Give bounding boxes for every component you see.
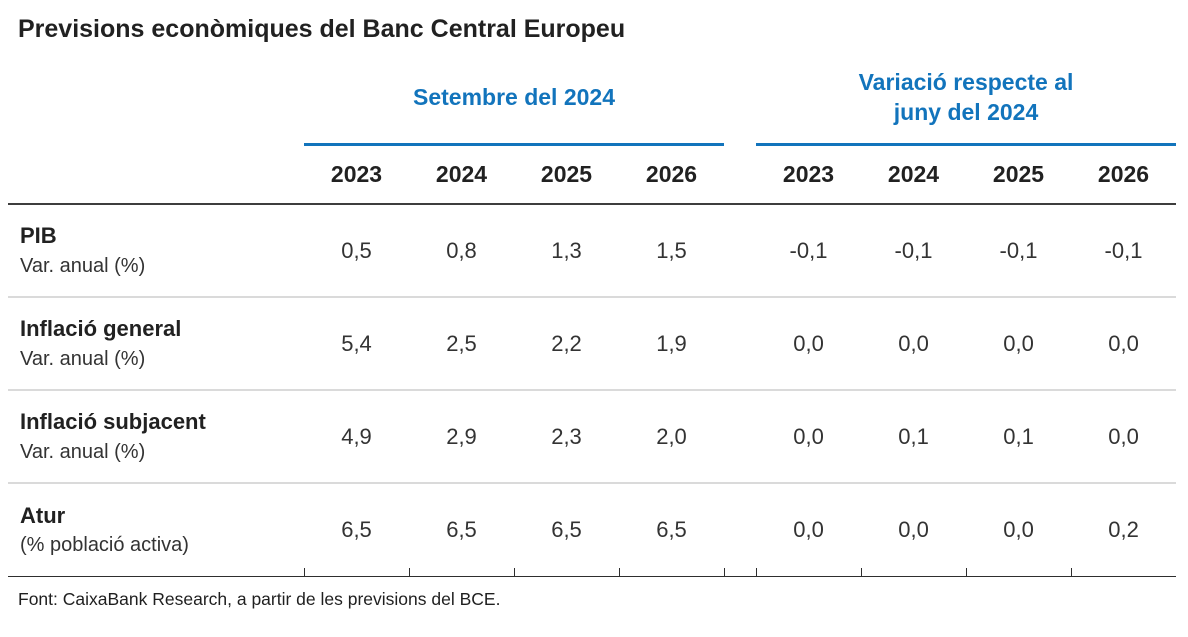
value-cell: 0,2 [1071,483,1177,577]
value-cell: 6,5 [304,483,409,577]
group-spacer [724,144,757,205]
value-cell: 6,5 [619,483,725,577]
value-cell: 0,5 [304,204,409,298]
year-header: 2025 [514,144,619,205]
row-label: PIB [20,223,57,249]
value-cell: -0,1 [966,204,1072,298]
group-header-setembre-2024: Setembre del 2024 [304,60,725,146]
year-header: 2026 [619,144,725,205]
value-cell: 6,5 [514,483,619,577]
source-note: Font: CaixaBank Research, a partir de le… [18,588,501,609]
table-row-inflacio-general: Inflació general Var. anual (%) 5,4 2,5 … [8,297,1177,391]
row-label-cell: Inflació subjacent Var. anual (%) [8,390,304,484]
group-header-variacio-line1: Variació respecte al [858,69,1074,96]
value-cell: -0,1 [861,204,967,298]
value-cell: 2,5 [409,297,514,391]
table-row-inflacio-subjacent: Inflació subjacent Var. anual (%) 4,9 2,… [8,390,1177,484]
row-sublabel: (% població activa) [20,534,189,556]
value-cell: 0,0 [1071,297,1177,391]
year-header: 2026 [1071,144,1177,205]
value-cell: 0,0 [966,483,1072,577]
value-cell: 0,0 [861,297,967,391]
row-label: Inflació subjacent [20,409,206,435]
value-cell: 0,0 [966,297,1072,391]
year-header: 2025 [966,144,1072,205]
group-spacer [724,390,757,484]
year-header-row: 2023 2024 2025 2026 2023 2024 2025 2026 [8,144,1177,205]
row-sublabel: Var. anual (%) [20,440,146,463]
value-cell: 1,9 [619,297,725,391]
value-cell: 6,5 [409,483,514,577]
row-label-cell: PIB Var. anual (%) [8,204,304,298]
row-sublabel: Var. anual (%) [20,254,146,277]
year-header: 2023 [756,144,862,205]
forecast-table: Setembre del 2024 Variació respecte al j… [8,60,1177,577]
value-cell: 0,8 [409,204,514,298]
group-header-variacio-line2: juny del 2024 [893,99,1039,126]
value-cell: 2,2 [514,297,619,391]
corner-cell [8,144,304,205]
value-cell: 2,0 [619,390,725,484]
year-header: 2024 [861,144,967,205]
group-spacer [724,297,757,391]
year-header: 2024 [409,144,514,205]
year-header: 2023 [304,144,409,205]
row-label: Atur [20,502,66,528]
value-cell: 0,1 [966,390,1072,484]
column-group-header-row: Setembre del 2024 Variació respecte al j… [8,60,1177,146]
row-label-cell: Atur (% població activa) [8,483,304,577]
value-cell: 1,5 [619,204,725,298]
group-header-variacio-juny-2024: Variació respecte al juny del 2024 [756,60,1177,146]
value-cell: 5,4 [304,297,409,391]
row-sublabel: Var. anual (%) [20,347,146,370]
table-row-pib: PIB Var. anual (%) 0,5 0,8 1,3 1,5 -0,1 … [8,204,1177,298]
row-label-cell: Inflació general Var. anual (%) [8,297,304,391]
value-cell: 1,3 [514,204,619,298]
value-cell: 0,0 [756,297,862,391]
value-cell: 0,1 [861,390,967,484]
value-cell: 0,0 [756,390,862,484]
value-cell: 0,0 [1071,390,1177,484]
group-spacer [724,204,757,298]
value-cell: 2,9 [409,390,514,484]
group-spacer [724,60,756,144]
row-label: Inflació general [20,316,182,342]
value-cell: 0,0 [756,483,862,577]
page-title: Previsions econòmiques del Banc Central … [18,15,626,43]
group-header-setembre-line1: Setembre del 2024 [413,84,616,111]
value-cell: -0,1 [1071,204,1177,298]
group-spacer [724,483,757,577]
table-row-atur: Atur (% població activa) 6,5 6,5 6,5 6,5… [8,483,1177,577]
value-cell: 0,0 [861,483,967,577]
corner-cell [8,60,304,144]
value-cell: 4,9 [304,390,409,484]
value-cell: -0,1 [756,204,862,298]
value-cell: 2,3 [514,390,619,484]
